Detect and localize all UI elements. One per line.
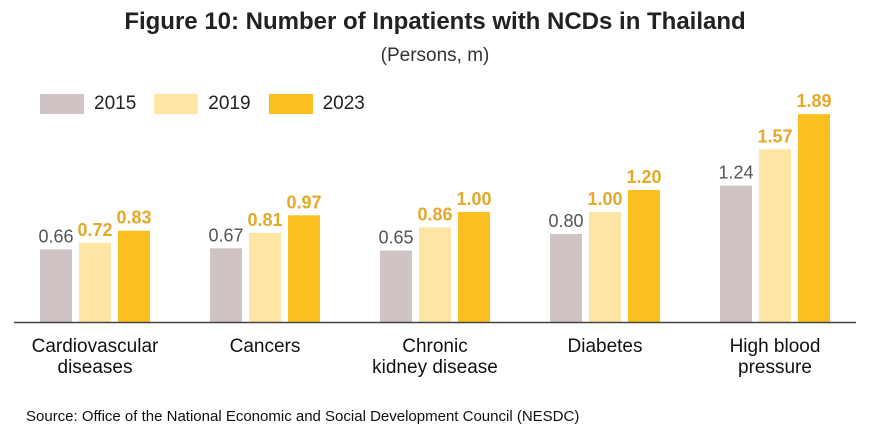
- bar-2019-cat-0: [79, 242, 111, 322]
- bar-2019-cat-4: [759, 149, 791, 322]
- legend-label-2015: 2015: [94, 93, 137, 114]
- category-label-0-line-0: Cardiovascular: [32, 336, 159, 357]
- category-label-2-line-0: Chronic: [402, 336, 467, 357]
- bar-2023-cat-1: [288, 215, 320, 322]
- legend-label-2023: 2023: [322, 93, 365, 114]
- bar-2015-cat-0: [40, 249, 72, 322]
- value-label-2015-cat-1: 0.67: [208, 225, 243, 245]
- chart-legend: 2015 2019 2023: [40, 93, 383, 115]
- category-label-3-line-0: Diabetes: [568, 336, 643, 357]
- bar-2015-cat-2: [380, 250, 412, 322]
- value-label-2023-cat-1: 0.97: [286, 192, 321, 212]
- category-label-2-line-1: kidney disease: [372, 357, 498, 378]
- bar-2019-cat-2: [419, 227, 451, 322]
- bar-2023-cat-2: [458, 212, 490, 322]
- value-label-2019-cat-0: 0.72: [77, 220, 112, 240]
- bar-2023-cat-4: [798, 114, 830, 322]
- category-label-1-line-0: Cancers: [230, 336, 301, 357]
- value-label-2023-cat-0: 0.83: [116, 208, 151, 228]
- bar-2015-cat-3: [550, 234, 582, 322]
- bar-2015-cat-1: [210, 248, 242, 322]
- value-label-2023-cat-2: 1.00: [456, 189, 491, 209]
- bar-2015-cat-4: [720, 185, 752, 322]
- category-label-4-line-1: pressure: [738, 357, 812, 378]
- legend-swatch-2019: [154, 94, 199, 114]
- value-label-2015-cat-3: 0.80: [548, 211, 583, 231]
- bar-2019-cat-1: [249, 232, 281, 322]
- legend-label-2019: 2019: [208, 93, 251, 114]
- legend-swatch-2015: [40, 94, 84, 114]
- value-label-2019-cat-1: 0.81: [247, 210, 282, 230]
- source-note: Source: Office of the National Economic …: [26, 408, 580, 425]
- category-label-4-line-0: High blood: [730, 336, 821, 357]
- chart-subtitle: (Persons, m): [380, 45, 490, 66]
- value-label-2015-cat-2: 0.65: [378, 228, 413, 248]
- category-label-0-line-1: diseases: [58, 357, 133, 378]
- value-label-2023-cat-4: 1.89: [796, 91, 831, 111]
- bar-2023-cat-3: [628, 190, 660, 322]
- value-label-2019-cat-4: 1.57: [757, 126, 792, 146]
- value-label-2019-cat-3: 1.00: [587, 189, 622, 209]
- value-label-2015-cat-0: 0.66: [38, 226, 73, 246]
- legend-item-2015: 2015: [40, 93, 136, 115]
- chart-title: Figure 10: Number of Inpatients with NCD…: [124, 8, 746, 35]
- legend-item-2023: 2023: [268, 93, 365, 115]
- bar-2019-cat-3: [589, 212, 621, 322]
- bar-2023-cat-0: [118, 230, 150, 322]
- value-label-2015-cat-4: 1.24: [718, 163, 753, 183]
- legend-item-2019: 2019: [154, 93, 251, 115]
- legend-swatch-2023: [268, 94, 313, 114]
- value-label-2023-cat-3: 1.20: [626, 167, 661, 187]
- value-label-2019-cat-2: 0.86: [417, 204, 452, 224]
